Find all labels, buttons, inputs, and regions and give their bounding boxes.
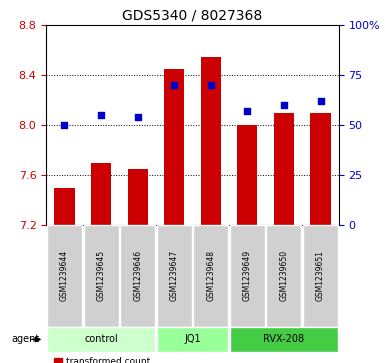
Text: control: control: [84, 334, 118, 344]
Text: transformed count: transformed count: [66, 358, 151, 363]
Text: GSM1239646: GSM1239646: [133, 250, 142, 301]
Point: [98, 113, 104, 118]
Text: RVX-208: RVX-208: [263, 334, 305, 344]
Point: [208, 82, 214, 88]
Point: [61, 122, 68, 128]
Point: [135, 114, 141, 120]
Point: [318, 98, 324, 104]
Bar: [274, 113, 294, 225]
Text: GSM1239649: GSM1239649: [243, 250, 252, 301]
Text: GSM1239651: GSM1239651: [316, 250, 325, 301]
Text: GSM1239647: GSM1239647: [170, 250, 179, 301]
Text: JQ1: JQ1: [184, 334, 201, 344]
Bar: [164, 69, 184, 225]
Point: [281, 102, 287, 108]
Text: GSM1239648: GSM1239648: [206, 250, 215, 301]
Text: GSM1239645: GSM1239645: [97, 250, 105, 301]
Bar: [91, 163, 111, 225]
Bar: [54, 188, 75, 225]
Title: GDS5340 / 8027368: GDS5340 / 8027368: [122, 9, 263, 23]
Point: [171, 82, 177, 88]
Bar: [127, 169, 148, 225]
Point: [244, 109, 251, 114]
Text: GSM1239650: GSM1239650: [280, 250, 288, 301]
Text: GSM1239644: GSM1239644: [60, 250, 69, 301]
Bar: [201, 57, 221, 225]
Bar: [310, 113, 331, 225]
Text: agent: agent: [12, 334, 40, 344]
Bar: [237, 125, 258, 225]
